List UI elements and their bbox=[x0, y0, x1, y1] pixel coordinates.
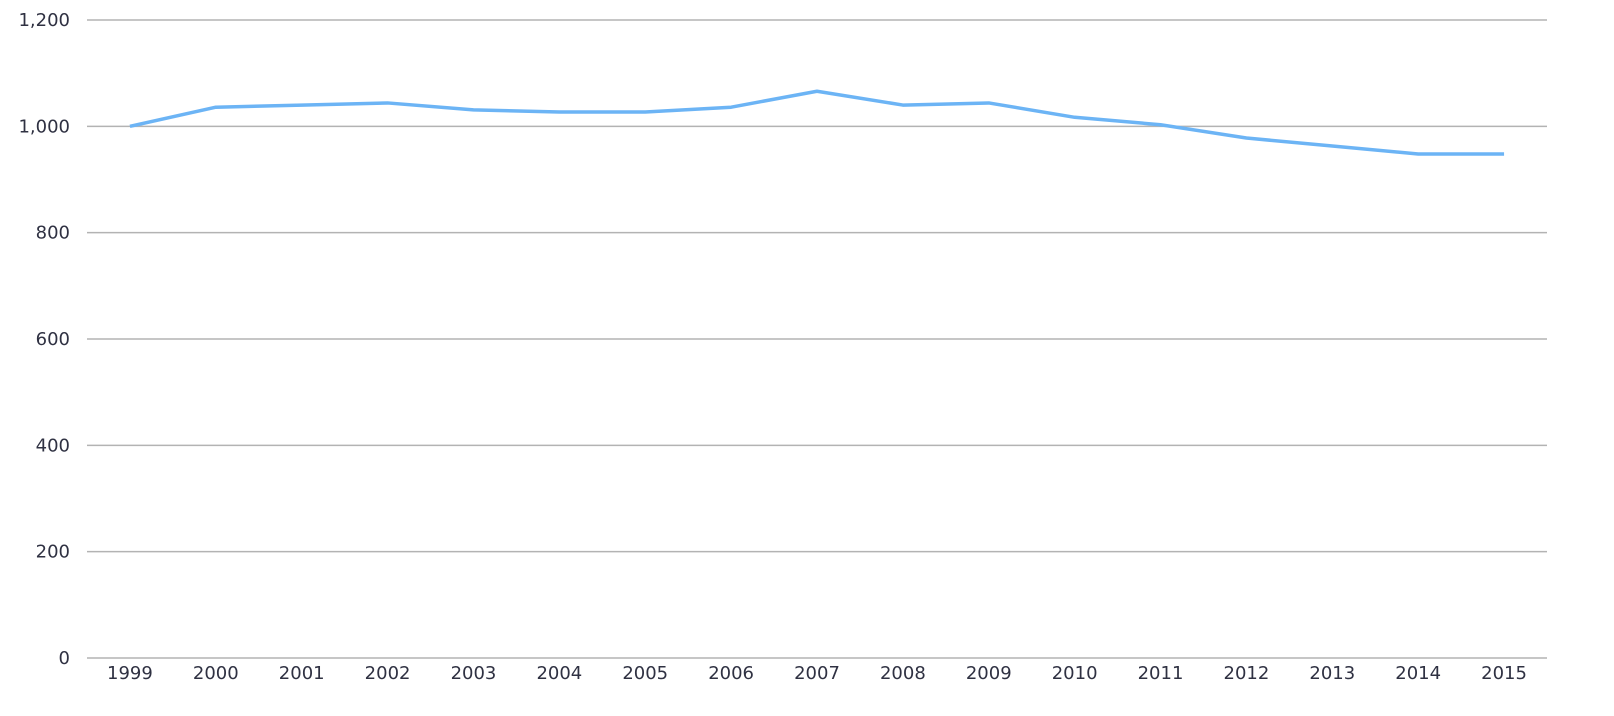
x-tick-label: 2013 bbox=[1309, 663, 1355, 684]
data-line bbox=[129, 89, 1505, 156]
x-tick-label: 2005 bbox=[622, 663, 668, 684]
y-tick-label: 0 bbox=[59, 648, 70, 669]
x-tick-label: 2009 bbox=[966, 663, 1012, 684]
x-tick-label: 2006 bbox=[708, 663, 754, 684]
x-tick-label: 2011 bbox=[1138, 663, 1184, 684]
x-tick-label: 2003 bbox=[451, 663, 497, 684]
y-tick-label: 1,200 bbox=[18, 10, 70, 31]
x-tick-label: 2014 bbox=[1395, 663, 1441, 684]
y-tick-label: 400 bbox=[36, 435, 70, 456]
x-tick-label: 2008 bbox=[880, 663, 926, 684]
x-tick-label: 2012 bbox=[1224, 663, 1270, 684]
x-tick-label: 2015 bbox=[1481, 663, 1527, 684]
y-tick-label: 1,000 bbox=[18, 116, 70, 137]
y-tick-label: 800 bbox=[36, 223, 70, 244]
x-tick-label: 2010 bbox=[1052, 663, 1098, 684]
y-tick-label: 200 bbox=[36, 542, 70, 563]
y-tick-label: 600 bbox=[36, 329, 70, 350]
x-tick-label: 2002 bbox=[365, 663, 411, 684]
x-tick-label: 2004 bbox=[536, 663, 582, 684]
x-tick-label: 2001 bbox=[279, 663, 325, 684]
x-tick-label: 2000 bbox=[193, 663, 239, 684]
x-tick-label: 1999 bbox=[107, 663, 153, 684]
x-tick-label: 2007 bbox=[794, 663, 840, 684]
